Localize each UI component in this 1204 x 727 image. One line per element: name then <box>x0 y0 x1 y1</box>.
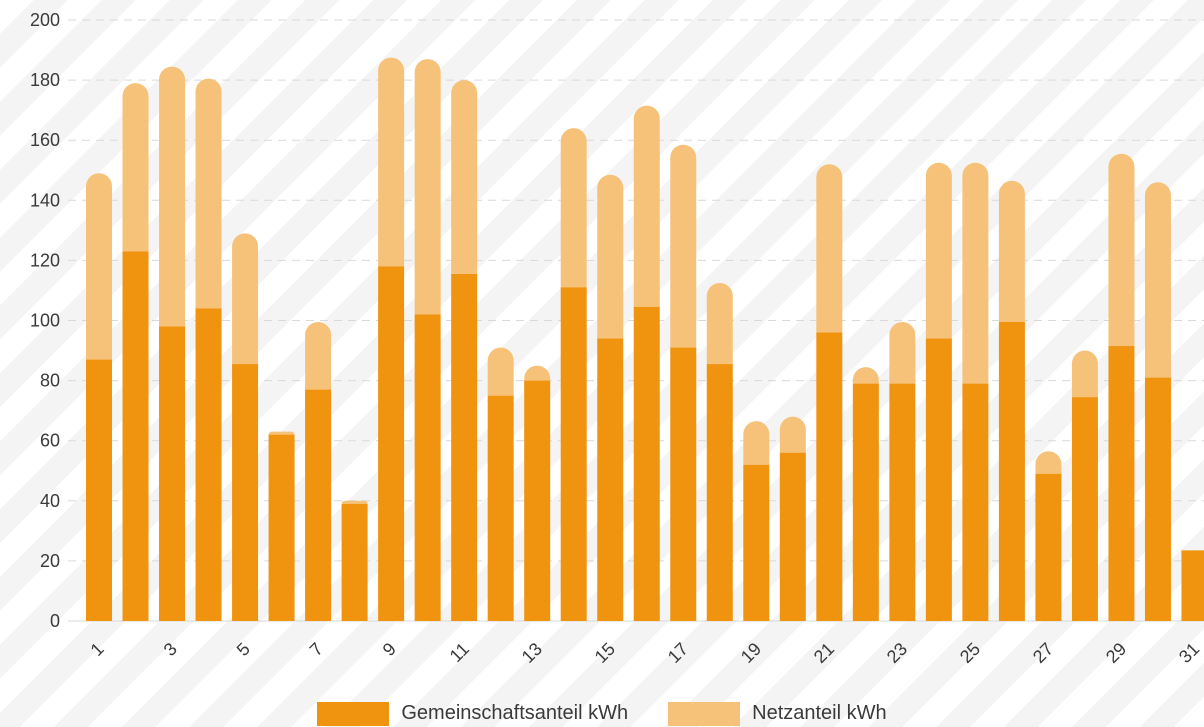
x-tick-label: 13 <box>518 639 546 667</box>
bar-grid-share-day-22[interactable] <box>852 367 879 384</box>
y-tick-label: 180 <box>30 70 60 90</box>
x-tick-label: 25 <box>956 639 984 667</box>
bar-grid-share-day-20[interactable] <box>779 416 806 453</box>
bar-community-share-day-12[interactable] <box>487 395 514 621</box>
y-tick-label: 20 <box>40 551 60 571</box>
bar-community-share-day-18[interactable] <box>706 364 733 621</box>
bar-community-share-day-13[interactable] <box>524 380 551 621</box>
y-tick-label: 40 <box>40 491 60 511</box>
legend-item-community[interactable]: Gemeinschaftsanteil kWh <box>317 701 629 726</box>
y-tick-label: 140 <box>30 190 60 210</box>
x-tick-label: 15 <box>591 639 619 667</box>
bar-grid-share-day-28[interactable] <box>1071 350 1098 398</box>
bar-grid-share-day-6[interactable] <box>268 431 295 435</box>
bar-community-share-day-6[interactable] <box>268 434 295 621</box>
bar-community-share-day-7[interactable] <box>305 389 332 621</box>
x-tick-label: 23 <box>883 639 911 667</box>
bar-community-share-day-31[interactable] <box>1181 550 1204 621</box>
bar-community-share-day-4[interactable] <box>195 308 222 621</box>
bar-community-share-day-1[interactable] <box>86 359 112 621</box>
bar-community-share-day-22[interactable] <box>852 383 879 621</box>
bar-community-share-day-9[interactable] <box>378 266 405 621</box>
y-tick-label: 160 <box>30 130 60 150</box>
bar-community-share-day-11[interactable] <box>451 273 478 621</box>
bar-community-share-day-23[interactable] <box>889 383 916 621</box>
bar-grid-share-day-8[interactable] <box>341 500 368 504</box>
bar-grid-share-day-2[interactable] <box>122 83 149 252</box>
bar-community-share-day-14[interactable] <box>560 287 587 621</box>
x-tick-label: 27 <box>1029 639 1057 667</box>
bar-community-share-day-3[interactable] <box>159 326 186 621</box>
x-tick-label: 5 <box>233 639 254 660</box>
x-tick-label: 3 <box>160 639 181 660</box>
bar-grid-share-day-11[interactable] <box>451 80 478 274</box>
bar-community-share-day-21[interactable] <box>816 332 843 621</box>
legend-swatch-grid <box>668 701 741 726</box>
x-tick-label: 7 <box>306 639 327 660</box>
legend-item-grid[interactable]: Netzanteil kWh <box>668 701 887 726</box>
bar-community-share-day-25[interactable] <box>962 383 989 621</box>
x-tick-label: 19 <box>737 639 765 667</box>
y-tick-label: 60 <box>40 431 60 451</box>
bar-community-share-day-27[interactable] <box>1035 473 1062 621</box>
x-tick-label: 11 <box>446 639 473 666</box>
x-tick-label: 31 <box>1175 639 1203 667</box>
bar-grid-share-day-14[interactable] <box>560 128 587 288</box>
bar-community-share-day-28[interactable] <box>1071 397 1098 621</box>
bar-grid-share-day-10[interactable] <box>414 59 441 315</box>
x-tick-label: 9 <box>379 639 400 660</box>
bar-grid-share-day-5[interactable] <box>232 233 259 365</box>
bar-grid-share-day-9[interactable] <box>378 57 405 267</box>
bar-grid-share-day-29[interactable] <box>1108 153 1135 347</box>
x-tick-label: 21 <box>810 639 838 667</box>
bar-grid-share-day-23[interactable] <box>889 322 916 384</box>
bar-community-share-day-24[interactable] <box>925 338 952 621</box>
bar-grid-share-day-13[interactable] <box>524 365 551 381</box>
bar-community-share-day-5[interactable] <box>232 364 259 621</box>
bar-grid-share-day-26[interactable] <box>998 180 1025 323</box>
bar-grid-share-day-15[interactable] <box>597 174 624 339</box>
legend-label-grid: Netzanteil kWh <box>752 702 887 724</box>
legend-label-community: Gemeinschaftsanteil kWh <box>401 702 629 724</box>
bars <box>86 57 1204 621</box>
bar-community-share-day-20[interactable] <box>779 452 806 621</box>
bar-community-share-day-30[interactable] <box>1144 377 1171 621</box>
bar-community-share-day-29[interactable] <box>1108 346 1135 621</box>
bar-grid-share-day-1[interactable] <box>86 173 112 360</box>
bar-grid-share-day-16[interactable] <box>633 105 660 307</box>
bar-grid-share-day-7[interactable] <box>305 322 332 390</box>
bar-grid-share-day-25[interactable] <box>962 162 989 384</box>
bar-grid-share-day-3[interactable] <box>159 66 186 327</box>
legend-swatch-community <box>317 701 390 726</box>
bar-grid-share-day-12[interactable] <box>487 347 514 396</box>
bar-community-share-day-10[interactable] <box>414 314 441 621</box>
y-axis-tick-labels: 0 20 40 60 80 100 120 140 160 180 200 <box>30 10 60 631</box>
x-tick-label: 1 <box>87 639 108 660</box>
legend: Gemeinschaftsanteil kWh Netzanteil kWh <box>0 700 1204 727</box>
x-tick-label: 29 <box>1102 639 1130 667</box>
bar-community-share-day-8[interactable] <box>341 503 368 621</box>
bar-community-share-day-17[interactable] <box>670 347 697 621</box>
y-tick-label: 120 <box>30 250 60 270</box>
bar-grid-share-day-19[interactable] <box>743 421 770 465</box>
bar-community-share-day-26[interactable] <box>998 322 1025 621</box>
bar-community-share-day-16[interactable] <box>633 306 660 621</box>
x-axis-tick-labels: 1 3 5 7 9 11 13 15 17 19 21 23 25 27 29 31 <box>87 639 1204 667</box>
bar-community-share-day-15[interactable] <box>597 338 624 621</box>
y-tick-label: 200 <box>30 10 60 30</box>
bar-grid-share-day-4[interactable] <box>195 78 222 309</box>
bar-grid-share-day-24[interactable] <box>925 162 952 339</box>
bar-grid-share-day-27[interactable] <box>1035 451 1062 474</box>
bar-grid-share-day-21[interactable] <box>816 164 843 333</box>
bar-grid-share-day-17[interactable] <box>670 144 697 348</box>
bar-community-share-day-2[interactable] <box>122 251 149 621</box>
x-tick-label: 17 <box>664 639 692 667</box>
bar-grid-share-day-30[interactable] <box>1144 182 1171 378</box>
y-tick-label: 100 <box>30 311 60 331</box>
y-tick-label: 80 <box>40 371 60 391</box>
y-tick-label: 0 <box>50 611 60 631</box>
bar-community-share-day-19[interactable] <box>743 464 770 621</box>
bar-grid-share-day-18[interactable] <box>706 282 733 365</box>
